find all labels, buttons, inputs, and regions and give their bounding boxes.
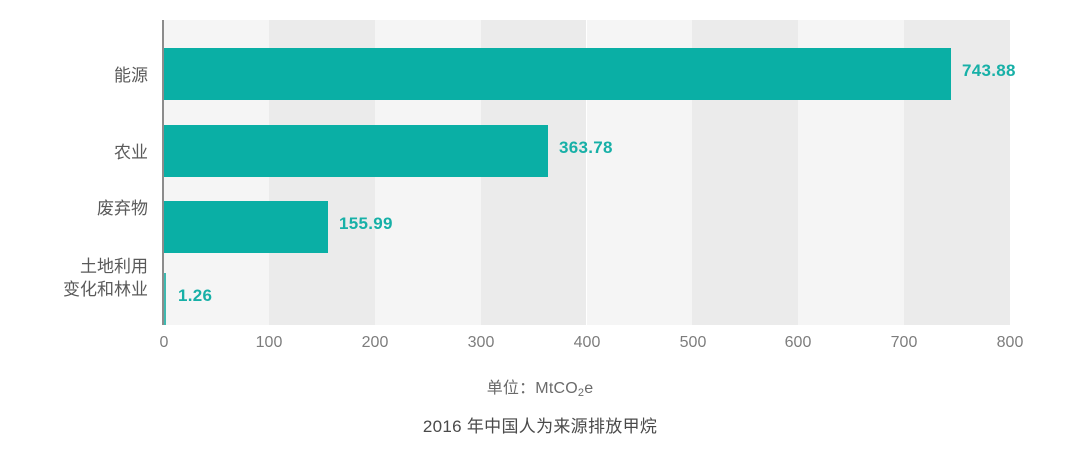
- plot-area: [163, 20, 1010, 325]
- category-label-energy: 能源: [8, 64, 148, 87]
- category-label-agriculture: 农业: [8, 141, 148, 164]
- unit-label-suffix: e: [584, 380, 594, 397]
- category-label-line: 废弃物: [97, 199, 148, 218]
- x-tick-label: 600: [784, 334, 812, 351]
- category-label-line: 能源: [114, 66, 148, 85]
- bar-value-land-use: 1.26: [178, 286, 213, 305]
- bar-value-energy: 743.88: [962, 61, 1016, 80]
- unit-label: 单位：MtCO2e: [0, 374, 1080, 399]
- unit-label-subscript: 2: [577, 387, 585, 399]
- x-tick-label: 700: [890, 334, 918, 351]
- x-tick-label: 800: [996, 334, 1024, 351]
- x-tick-label: 400: [573, 334, 601, 351]
- unit-label-prefix: 单位：MtCO: [486, 380, 578, 397]
- chart-title: 2016 年中国人为来源排放甲烷: [422, 417, 658, 436]
- bar-energy[interactable]: [163, 48, 951, 100]
- category-label-land-use: 土地利用 变化和林业: [8, 255, 148, 302]
- x-tick-label: 200: [361, 334, 389, 351]
- x-tick-label: 300: [467, 334, 495, 351]
- x-tick-label: 500: [679, 334, 707, 351]
- category-label-line: 土地利用: [80, 257, 148, 276]
- bar-value-waste: 155.99: [339, 214, 393, 233]
- bar-land-use[interactable]: [163, 273, 166, 325]
- x-tick-label: 0: [159, 334, 169, 351]
- bar-waste[interactable]: [163, 201, 329, 253]
- category-label-line: 农业: [114, 143, 148, 162]
- x-tick-label: 100: [255, 334, 283, 351]
- category-label-waste: 废弃物: [8, 197, 148, 220]
- category-label-line: 变化和林业: [63, 280, 148, 300]
- bar-value-agriculture: 363.78: [559, 138, 613, 157]
- y-axis-line: [162, 20, 164, 325]
- bar-agriculture[interactable]: [163, 125, 549, 177]
